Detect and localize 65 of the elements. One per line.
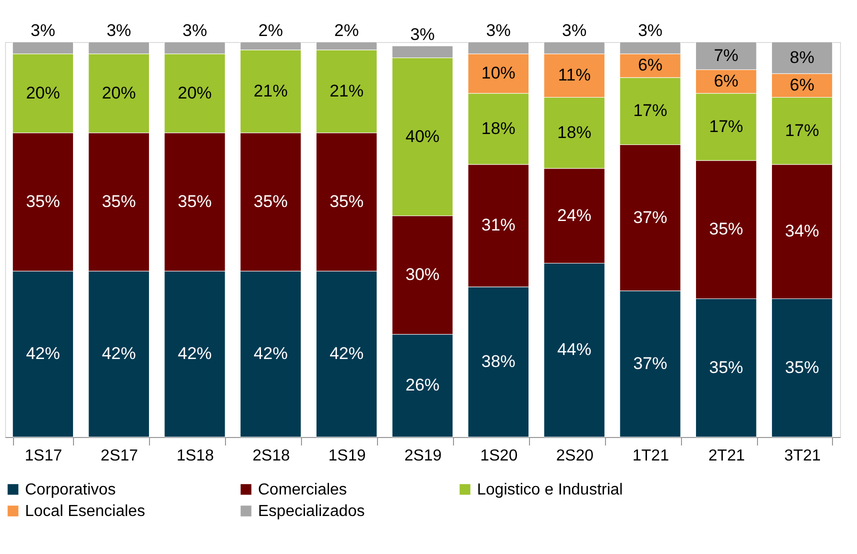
data-label: 3% [410, 24, 435, 44]
data-label: 17% [785, 120, 820, 140]
data-label: 35% [178, 192, 212, 211]
x-tick-label: 2S17 [100, 448, 138, 464]
data-label: 21% [330, 81, 364, 100]
data-label: 30% [405, 265, 440, 284]
data-label: 42% [178, 344, 212, 364]
data-label: 35% [26, 192, 60, 211]
data-label: 3% [562, 21, 587, 40]
data-label: 10% [481, 64, 516, 83]
x-tick-label: 1S18 [176, 448, 214, 464]
data-label: 6% [714, 72, 738, 90]
data-label: 24% [557, 206, 592, 225]
x-tick-label: 2T21 [708, 448, 745, 464]
data-label: 35% [102, 192, 136, 211]
data-label: 42% [330, 344, 364, 364]
legend-label: Especializados [258, 503, 365, 520]
data-label: 20% [26, 83, 60, 102]
x-tick-label: 2S20 [556, 448, 594, 464]
data-label: 40% [405, 126, 440, 146]
x-tick-label: 2S18 [252, 448, 290, 464]
data-label: 37% [633, 354, 668, 373]
data-label: 35% [709, 220, 744, 239]
legend-label: Corporativos [25, 481, 116, 498]
data-label: 3% [182, 21, 208, 40]
data-label: 3% [486, 21, 511, 40]
data-label: 35% [709, 358, 744, 377]
data-label: 3% [30, 21, 56, 40]
data-label: 6% [790, 75, 814, 94]
data-label: 3% [638, 21, 663, 40]
data-label: 37% [633, 208, 668, 227]
data-label: 35% [785, 358, 820, 377]
data-label: 31% [481, 216, 516, 235]
data-label: 35% [330, 192, 364, 211]
data-label: 35% [254, 192, 288, 211]
data-label: 6% [638, 56, 663, 75]
data-label: 2% [258, 21, 283, 40]
x-tick-label: 1S19 [328, 448, 366, 464]
data-label: 17% [633, 101, 668, 120]
x-tick-label: 3T21 [784, 448, 821, 464]
data-label: 17% [709, 116, 744, 136]
data-label: 11% [558, 66, 591, 85]
data-label: 44% [557, 340, 592, 360]
x-tick-label: 1S17 [24, 448, 62, 464]
x-tick-label: 2S19 [404, 448, 442, 464]
data-label: 42% [254, 344, 288, 364]
data-label: 21% [254, 81, 288, 100]
data-label: 34% [785, 222, 820, 241]
legend-label: Local Esenciales [25, 503, 146, 520]
legend-label: Logistico e Industrial [477, 481, 623, 498]
data-label: 2% [334, 21, 359, 40]
data-label: 20% [178, 83, 212, 102]
data-label: 42% [102, 344, 136, 364]
data-label: 8% [790, 48, 814, 67]
data-label: 20% [102, 83, 136, 102]
x-tick-label: 1T21 [632, 448, 670, 464]
data-label: 26% [405, 376, 440, 395]
legend-label: Comerciales [258, 481, 347, 498]
data-label: 18% [481, 118, 516, 138]
data-label: 3% [106, 21, 132, 40]
data-label: 18% [557, 122, 592, 142]
x-tick-label: 1S20 [480, 448, 518, 464]
data-label: 7% [714, 46, 738, 65]
data-label: 38% [481, 352, 516, 371]
data-label: 42% [26, 344, 60, 364]
